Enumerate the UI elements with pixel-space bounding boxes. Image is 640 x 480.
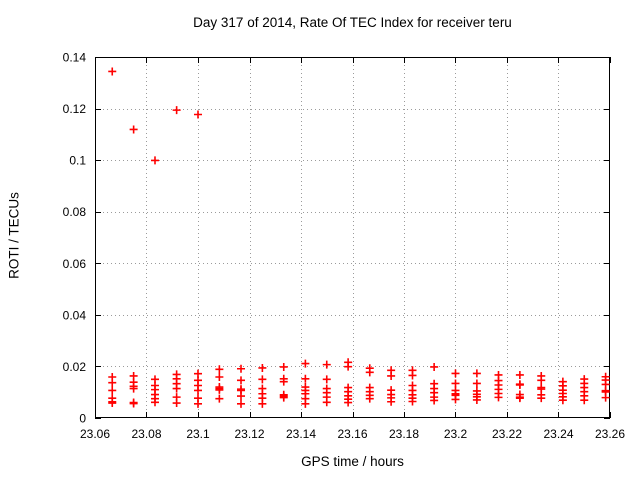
data-point-marker xyxy=(430,362,439,371)
data-point-marker xyxy=(279,377,288,386)
data-point-marker xyxy=(537,376,546,385)
x-tick-label: 23.24 xyxy=(543,427,573,441)
data-point-marker xyxy=(472,395,481,404)
data-point-marker xyxy=(108,399,117,408)
data-point-marker xyxy=(387,371,396,380)
data-point-marker xyxy=(451,369,460,378)
data-point-marker xyxy=(301,374,310,383)
data-point-marker xyxy=(172,399,181,408)
data-point-marker xyxy=(451,395,460,404)
data-point-marker xyxy=(322,398,331,407)
data-point-marker xyxy=(194,399,202,408)
x-tick-label: 23.26 xyxy=(595,427,625,441)
data-point-marker xyxy=(215,385,224,394)
data-point-marker xyxy=(258,375,267,384)
data-point-marker xyxy=(537,394,546,403)
data-point-marker xyxy=(322,360,331,369)
data-point-marker xyxy=(108,67,117,76)
y-tick-label: 0.02 xyxy=(63,360,87,374)
data-point-marker xyxy=(129,399,138,408)
x-tick-label: 23.06 xyxy=(80,427,110,441)
data-point-marker xyxy=(515,380,524,389)
data-point-marker xyxy=(108,386,117,395)
data-point-marker xyxy=(322,375,331,384)
data-point-marker xyxy=(150,156,159,165)
data-point-marker xyxy=(301,359,310,368)
data-point-marker xyxy=(344,398,353,407)
data-point-marker xyxy=(194,110,202,119)
data-point-marker xyxy=(494,393,503,402)
y-tick-label: 0.04 xyxy=(63,308,87,322)
data-point-marker xyxy=(108,378,117,387)
y-tick-label: 0.06 xyxy=(63,257,87,271)
plot-border xyxy=(95,57,610,418)
x-tick-label: 23.16 xyxy=(337,427,367,441)
y-tick-label: 0.1 xyxy=(69,154,86,168)
data-point-marker xyxy=(279,362,288,371)
y-tick-label: 0.14 xyxy=(63,51,87,65)
data-point-marker xyxy=(237,399,246,408)
data-point-marker xyxy=(408,371,417,380)
x-tick-label: 23.12 xyxy=(234,427,264,441)
x-tick-label: 23.14 xyxy=(286,427,316,441)
x-tick-label: 23.2 xyxy=(444,427,468,441)
data-point-marker xyxy=(515,394,524,403)
data-point-marker xyxy=(172,106,181,115)
data-point-marker xyxy=(451,379,460,388)
data-point-marker xyxy=(194,386,202,395)
y-tick-label: 0.12 xyxy=(63,102,87,116)
data-point-marker xyxy=(472,369,481,378)
x-axis-title: GPS time / hours xyxy=(301,454,404,469)
data-point-marker xyxy=(365,394,374,403)
data-point-marker xyxy=(387,397,396,406)
data-point-marker xyxy=(172,384,181,393)
data-point-marker xyxy=(215,373,224,382)
data-point-marker xyxy=(215,365,224,374)
data-point-marker xyxy=(515,370,524,379)
data-point-marker xyxy=(237,392,246,401)
data-point-marker xyxy=(301,399,310,408)
data-point-marker xyxy=(558,396,567,405)
data-point-marker xyxy=(129,125,138,134)
chart-title: Day 317 of 2014, Rate Of TEC Index for r… xyxy=(193,15,512,30)
data-point-marker xyxy=(237,364,246,373)
data-point-marker xyxy=(237,376,246,385)
data-point-marker xyxy=(258,399,267,408)
data-point-marker xyxy=(408,397,417,406)
y-tick-label: 0.08 xyxy=(63,205,87,219)
data-point-marker xyxy=(194,369,202,378)
data-point-marker xyxy=(258,363,267,372)
x-tick-label: 23.18 xyxy=(389,427,419,441)
data-point-marker xyxy=(150,398,159,407)
y-tick-label: 0 xyxy=(79,412,86,426)
data-point-marker xyxy=(601,393,610,402)
data-point-marker xyxy=(279,393,288,402)
x-tick-label: 23.1 xyxy=(186,427,210,441)
data-point-marker xyxy=(580,396,589,405)
x-tick-label: 23.08 xyxy=(131,427,161,441)
data-point-marker xyxy=(215,394,224,403)
data-point-marker xyxy=(365,368,374,377)
data-point-marker xyxy=(129,384,138,393)
x-tick-label: 23.22 xyxy=(492,427,522,441)
data-point-marker xyxy=(430,396,439,405)
data-point-marker xyxy=(344,362,353,371)
data-point-marker xyxy=(472,379,481,388)
